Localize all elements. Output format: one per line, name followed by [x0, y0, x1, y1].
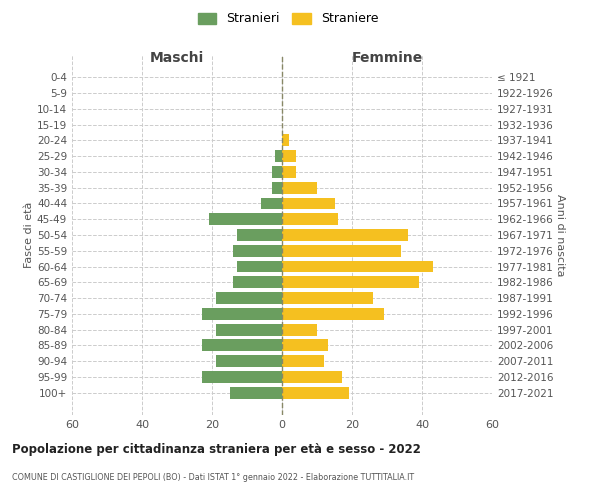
Bar	[282, 214, 338, 225]
Bar	[282, 245, 401, 256]
Bar	[282, 340, 328, 351]
Bar	[282, 387, 349, 398]
Text: COMUNE DI CASTIGLIONE DEI PEPOLI (BO) - Dati ISTAT 1° gennaio 2022 - Elaborazion: COMUNE DI CASTIGLIONE DEI PEPOLI (BO) - …	[12, 472, 414, 482]
Bar	[282, 166, 296, 178]
Bar	[209, 214, 282, 225]
Bar	[282, 371, 341, 383]
Bar	[236, 229, 282, 241]
Bar	[215, 292, 282, 304]
Bar	[282, 324, 317, 336]
Bar	[282, 292, 373, 304]
Text: Maschi: Maschi	[150, 50, 204, 64]
Bar	[271, 166, 282, 178]
Y-axis label: Anni di nascita: Anni di nascita	[555, 194, 565, 276]
Y-axis label: Fasce di età: Fasce di età	[24, 202, 34, 268]
Bar	[202, 340, 282, 351]
Bar	[282, 356, 324, 367]
Bar	[282, 276, 419, 288]
Bar	[233, 276, 282, 288]
Text: Femmine: Femmine	[352, 50, 422, 64]
Bar	[282, 260, 433, 272]
Bar	[202, 308, 282, 320]
Legend: Stranieri, Straniere: Stranieri, Straniere	[194, 8, 382, 29]
Bar	[233, 245, 282, 256]
Bar	[282, 308, 383, 320]
Bar	[261, 198, 282, 209]
Bar	[215, 324, 282, 336]
Bar	[202, 371, 282, 383]
Bar	[271, 182, 282, 194]
Bar	[282, 229, 408, 241]
Bar	[236, 260, 282, 272]
Bar	[275, 150, 282, 162]
Bar	[282, 182, 317, 194]
Bar	[282, 198, 335, 209]
Bar	[215, 356, 282, 367]
Bar	[282, 150, 296, 162]
Bar	[282, 134, 289, 146]
Bar	[229, 387, 282, 398]
Text: Popolazione per cittadinanza straniera per età e sesso - 2022: Popolazione per cittadinanza straniera p…	[12, 442, 421, 456]
